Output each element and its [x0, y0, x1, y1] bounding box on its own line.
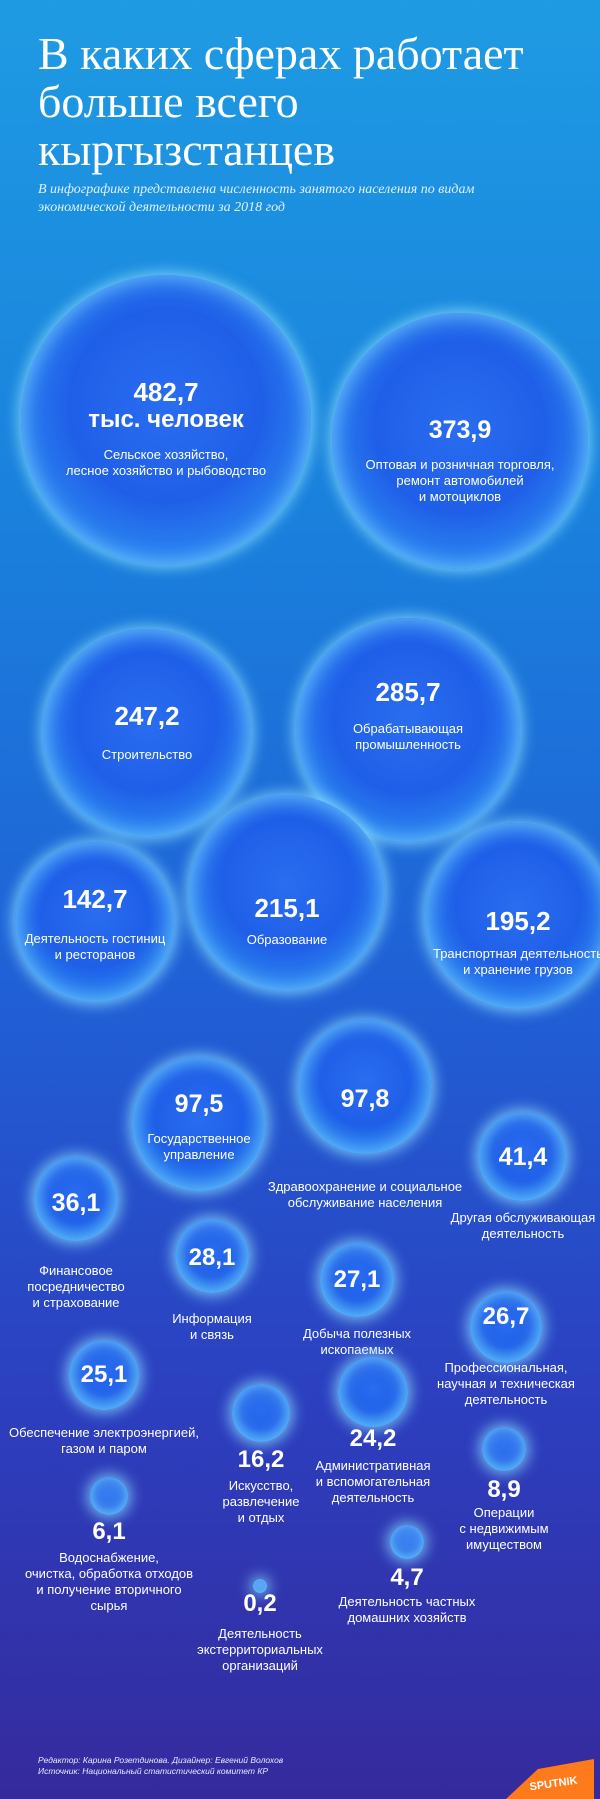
- bubble-category-label: Водоснабжение, очистка, обработка отходо…: [24, 1550, 194, 1613]
- bubble: [481, 1426, 527, 1472]
- bubble: [132, 1057, 266, 1191]
- bubble: [338, 1357, 408, 1427]
- bubble-category-label: Финансовое посредничество и страхование: [27, 1263, 125, 1310]
- bubble-category-label: Информация и связь: [172, 1311, 252, 1342]
- bubble-category-label: Добыча полезных ископаемых: [302, 1326, 412, 1357]
- bubble-value: 482,7: [133, 377, 199, 407]
- bubble-value: 285,7: [375, 677, 441, 707]
- bubble-category-label: Деятельность частных домашних хозяйств: [338, 1594, 476, 1625]
- footer: Редактор: Карина Розетдинова. Дизайнер: …: [38, 1755, 458, 1777]
- bubble: [295, 617, 520, 842]
- bubble-category-label: Деятельность экстерриториальных организа…: [197, 1626, 323, 1673]
- bubble-value: 28,1: [188, 1244, 236, 1271]
- bubble-category-label: Административная и вспомогательная деяте…: [315, 1458, 431, 1505]
- bubble-value: 195,2: [485, 906, 551, 936]
- bubble: [68, 1339, 140, 1411]
- bubble: [42, 628, 252, 838]
- bubble-value: 97,8: [340, 1084, 390, 1113]
- bubble-unit-label: тыс. человек: [88, 406, 244, 433]
- bubble-value: 27,1: [333, 1266, 381, 1293]
- bubble: [478, 1112, 568, 1202]
- bubble-category-label: Искусство, развлечение и отдых: [222, 1478, 300, 1525]
- bubble-category-label: Образование: [246, 932, 328, 947]
- bubble: [469, 1290, 543, 1364]
- bubble: [174, 1218, 250, 1294]
- page-title: В каких сферах работает больше всего кыр…: [38, 28, 524, 175]
- bubble-category-label: Государственное управление: [147, 1131, 251, 1162]
- bubble: [298, 1020, 432, 1154]
- bubble: [424, 822, 600, 1010]
- bubble: [21, 275, 311, 565]
- bubble-category-label: Деятельность гостиниц и ресторанов: [24, 931, 166, 962]
- bubble-value: 0,2: [243, 1590, 277, 1617]
- bubble: [90, 1477, 128, 1515]
- bubble-category-label: Операции с недвижимым имуществом: [459, 1505, 549, 1552]
- bubble-value: 373,9: [428, 415, 492, 444]
- bubble-category-label: Другая обслуживающая деятельность: [450, 1210, 596, 1241]
- bubble: [34, 1157, 118, 1241]
- bubble: [332, 313, 588, 569]
- bubble-category-label: Обрабатывающая промышленность: [352, 721, 464, 752]
- bubble-category-label: Здравоохранение и социальное обслуживани…: [267, 1179, 463, 1210]
- bubble-value: 6,1: [92, 1518, 126, 1545]
- bubble-value: 142,7: [62, 884, 128, 914]
- bubble-value: 8,9: [487, 1476, 521, 1503]
- bubble-value: 16,2: [237, 1446, 285, 1473]
- bubble-category-label: Обеспечение электроэнергией, газом и пар…: [8, 1425, 200, 1456]
- bubble: [14, 841, 176, 1003]
- bubble-value: 26,7: [482, 1303, 530, 1330]
- bubble: [232, 1384, 290, 1442]
- bubble-category-label: Профессиональная, научная и техническая …: [437, 1360, 575, 1407]
- bubble-category-label: Сельское хозяйство, лесное хозяйство и р…: [65, 447, 267, 478]
- bubble-value: 247,2: [114, 701, 180, 731]
- bubble-value: 36,1: [51, 1188, 101, 1217]
- bubble-value: 41,4: [498, 1142, 548, 1171]
- source-credit: Источник: Национальный статистический ко…: [38, 1766, 269, 1776]
- page-subtitle: В инфографике представлена численность з…: [38, 182, 475, 215]
- bubble-category-label: Строительство: [101, 747, 193, 762]
- bubble-value: 4,7: [390, 1564, 424, 1591]
- bubble-value: 24,2: [349, 1425, 397, 1452]
- sputnik-logo: SPUTNIK: [506, 1759, 594, 1799]
- bubble-category-label: Оптовая и розничная торговля, ремонт авт…: [365, 457, 555, 504]
- bubble: [390, 1525, 424, 1559]
- bubble-value: 215,1: [254, 893, 320, 923]
- bubble-value: 97,5: [174, 1089, 224, 1118]
- editor-credit: Редактор: Карина Розетдинова. Дизайнер: …: [38, 1755, 284, 1765]
- bubble: [320, 1243, 394, 1317]
- bubble-category-label: Транспортная деятельность и хранение гру…: [432, 946, 600, 977]
- bubble: [189, 795, 385, 991]
- bubble: [253, 1579, 267, 1593]
- bubble-value: 25,1: [80, 1361, 128, 1388]
